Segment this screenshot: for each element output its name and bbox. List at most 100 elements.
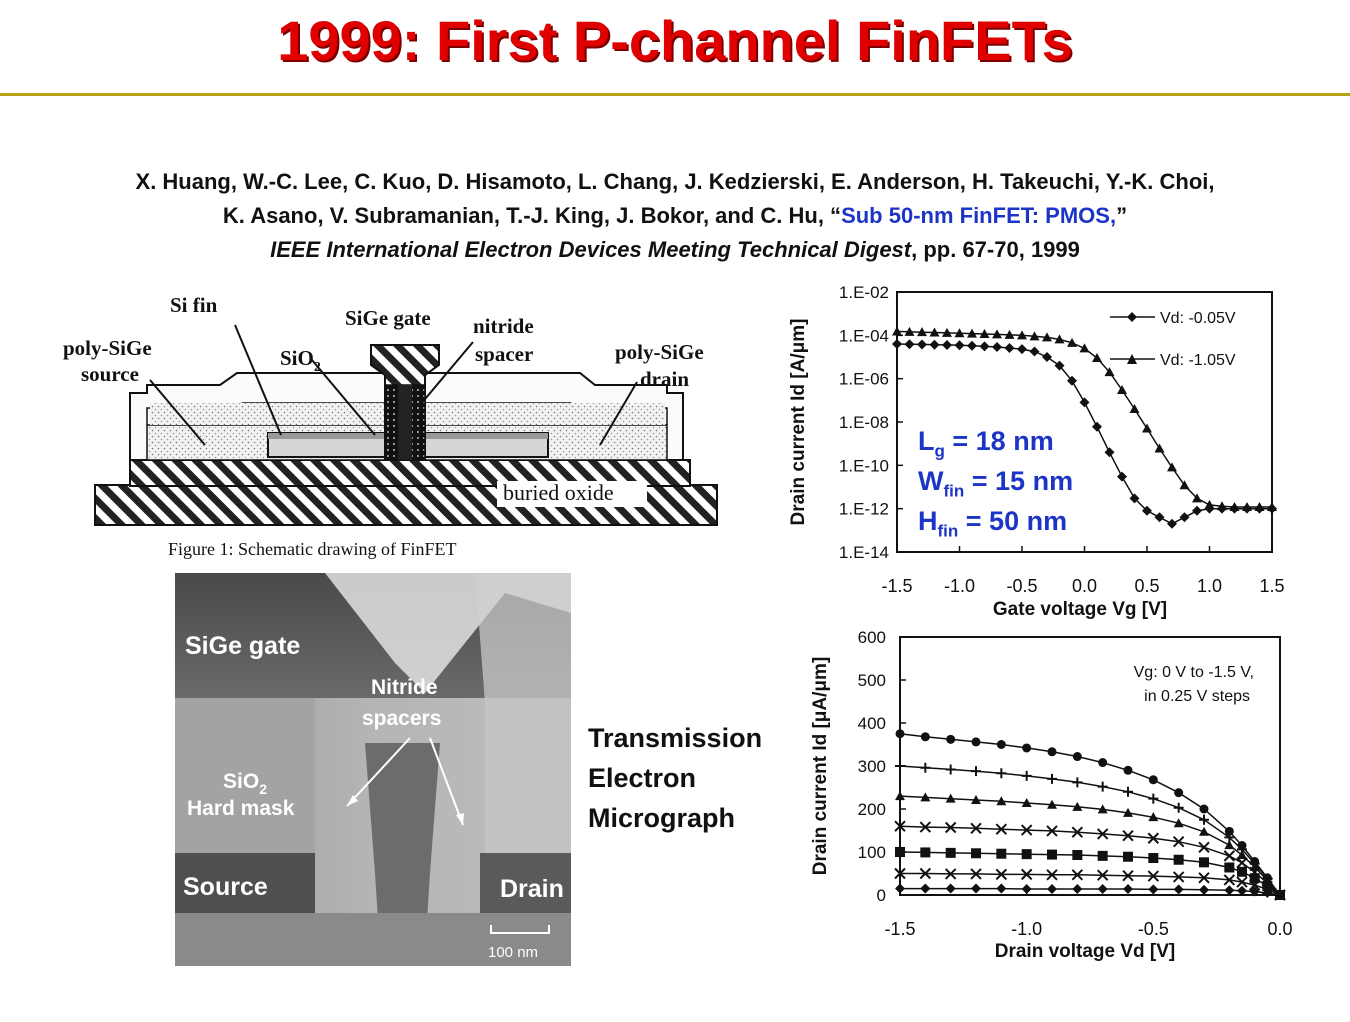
tem-label-nitride-1: Nitride [371, 676, 438, 699]
idvd-data-point [1249, 886, 1260, 897]
idvd-data-point [944, 868, 957, 880]
idvd-ytick-label: 500 [858, 671, 886, 690]
idvg-data-point [1254, 501, 1265, 511]
idvd-data-point [945, 764, 956, 775]
idvg-ytick-label: 1.E-08 [839, 413, 889, 432]
tem-caption: Transmission Electron Micrograph [588, 718, 762, 838]
title-underline [0, 93, 1350, 96]
idvg-ytick-label: 1.E-06 [839, 370, 889, 389]
idvd-data-point [1122, 869, 1134, 882]
idvd-data-point [1123, 765, 1133, 775]
citation-line-2: K. Asano, V. Subramanian, T.-J. King, J.… [40, 199, 1310, 233]
idvd-xtick-label: -0.5 [1138, 919, 1169, 939]
tem-label-source: Source [183, 873, 268, 901]
idvd-data-point [1173, 854, 1184, 865]
tem-scale-bar [490, 925, 550, 934]
idvd-data-point [1071, 826, 1084, 838]
idvd-data-point [1173, 884, 1184, 895]
idvd-data-point [1198, 841, 1210, 853]
idvd-data-point [1098, 758, 1108, 768]
idvd-data-point [920, 792, 931, 802]
idvd-data-point [996, 848, 1007, 859]
idvd-data-point [944, 821, 957, 834]
idvg-data-point [1167, 462, 1177, 472]
idvg-data-point [979, 341, 990, 352]
idvg-data-point [1092, 352, 1102, 362]
idvg-xtick-label: -0.5 [1006, 576, 1037, 596]
idvd-annotation-2: in 0.25 V steps [1144, 688, 1250, 705]
idvd-data-point [1236, 857, 1248, 869]
idvg-legend-1: Vd: -0.05V [1160, 310, 1236, 327]
idvd-data-point [996, 768, 1007, 779]
label-poly-source-2: source [81, 362, 139, 386]
idvg-data-point [1192, 505, 1202, 516]
idvd-data-point [1224, 885, 1235, 896]
idvg-chart: 1.E-02 1.E-04 1.E-06 1.E-08 1.E-10 1.E-12 1.E-… [788, 283, 1285, 620]
idvd-data-point [945, 847, 956, 858]
idvd-data-point [1224, 840, 1235, 850]
idvd-data-point [996, 796, 1007, 806]
citation-pages-year: , pp. 67-70, 1999 [911, 237, 1080, 262]
idvd-data-point [919, 867, 932, 880]
idvg-data-point [929, 339, 940, 350]
idvd-data-point [1097, 804, 1108, 814]
tem-label-drain: Drain [500, 875, 564, 903]
idvd-data-point [920, 762, 931, 773]
idvd-chart: 600 500 400 300 200 100 0 -1.5 -1.0 -0.5 0.0 Vg: … [810, 628, 1293, 962]
citation-authors-end: K. Asano, V. Subramanian, T.-J. King, J.… [222, 203, 842, 228]
idvd-data-point [1047, 799, 1057, 809]
idvd-data-point [1097, 781, 1108, 792]
idvd-data-point [920, 847, 931, 858]
idvd-data-point [1096, 869, 1109, 881]
label-sio2: SiO2 [280, 346, 321, 375]
idvg-data-point [1054, 360, 1065, 371]
idvd-xlabel: Drain voltage Vd [V] [995, 941, 1176, 962]
idvg-data-point [1104, 367, 1115, 377]
idvg-xtick-label: 1.5 [1259, 576, 1284, 596]
idvg-data-point [992, 341, 1002, 352]
idvd-data-point [1047, 883, 1057, 894]
idvd-data-point [971, 848, 981, 859]
idvg-data-point [1142, 505, 1152, 516]
idvd-data-point [1072, 801, 1083, 811]
label-buried-oxide: buried oxide [503, 480, 614, 505]
slide-title: 1999: First P-channel FinFETs [277, 9, 1073, 72]
idvg-data-point [1267, 501, 1277, 511]
idvd-data-point [971, 737, 981, 747]
idvd-data-point [919, 821, 932, 833]
idvd-data-point [1147, 832, 1160, 844]
idvd-data-point [894, 867, 906, 880]
idvd-data-point [996, 883, 1007, 894]
tem-caption-line-2: Electron [588, 763, 697, 793]
idvd-data-point [1237, 866, 1247, 877]
idvg-data-point [1004, 343, 1015, 354]
idvd-data-point [1173, 818, 1184, 828]
label-nitride: nitride [473, 314, 534, 338]
idvd-ytick-label: 400 [858, 714, 886, 733]
tem-source-region [175, 853, 315, 913]
idvd-ylabel: Drain current Id [μA/μm] [810, 657, 831, 876]
citation-line-1: X. Huang, W.-C. Lee, C. Kuo, D. Hisamoto… [135, 169, 1215, 194]
idvg-data-point [1042, 332, 1052, 342]
idvd-data-point [1174, 788, 1184, 798]
idvd-data-point [1262, 880, 1273, 891]
idvd-data-point [1199, 884, 1209, 895]
citation-paper-title[interactable]: Sub 50-nm FinFET: PMOS, [841, 203, 1117, 228]
idvg-data-point [1204, 499, 1215, 509]
idvg-xtick-label: 0.5 [1134, 576, 1159, 596]
idvd-data-point [1224, 862, 1235, 873]
idvd-data-point [1147, 870, 1160, 882]
param-hfin: Hfin = 50 nm [918, 506, 1068, 541]
idvd-series-line [900, 872, 1281, 896]
label-poly-drain-2: drain [640, 367, 689, 391]
idvd-data-point [895, 791, 905, 801]
idvd-data-point [1047, 773, 1057, 784]
idvd-data-point [1148, 853, 1159, 864]
idvd-data-point [1072, 883, 1083, 894]
idvg-data-point [1042, 352, 1052, 362]
tem-label-hard-mask: Hard mask [187, 797, 295, 820]
idvg-data-point [1229, 501, 1240, 511]
idvd-data-point [1237, 850, 1247, 860]
tem-label-sio2: SiO2 [223, 770, 267, 797]
label-poly-drain-1: poly-SiGe [615, 340, 704, 364]
